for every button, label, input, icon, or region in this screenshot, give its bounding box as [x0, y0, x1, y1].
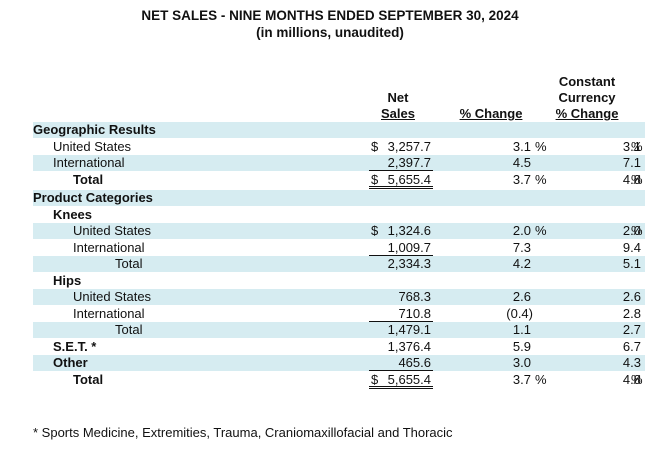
dollar-sign: $	[371, 223, 379, 238]
cc-change-value: 2.8	[622, 306, 641, 321]
row-label: Total	[73, 172, 104, 187]
cc-header-line3: % Change	[555, 106, 619, 121]
cc-change-value: 9.4	[622, 240, 641, 255]
table-row: International 1,009.7 7.3 9.4	[33, 240, 645, 256]
table-row: Hips	[33, 273, 645, 289]
net-sales-value: 2,397.7	[387, 155, 431, 170]
net-sales-value: 3,257.7	[387, 139, 431, 154]
change-value: 1.1	[512, 322, 531, 337]
cc-change-value: 3.1	[622, 139, 641, 154]
net-sales-value: 2,334.3	[387, 256, 431, 271]
dollar-sign: $	[371, 172, 379, 187]
subtotal-underline	[369, 355, 433, 371]
constant-currency-header: Constant Currency % Change	[540, 74, 634, 122]
row-label: United States	[73, 289, 152, 304]
table-row: S.E.T. * 1,376.4 5.9 6.7	[33, 339, 645, 355]
change-value: 3.1	[512, 139, 531, 154]
table-row: International 710.8 (0.4) 2.8	[33, 306, 645, 322]
net-sales-value: 768.3	[398, 289, 431, 304]
net-sales-value: 1,324.6	[387, 223, 431, 238]
dollar-sign: $	[371, 139, 379, 154]
percent-sign: %	[631, 172, 643, 187]
row-label: Other	[53, 355, 88, 370]
change-value: 2.6	[512, 289, 531, 304]
row-label: Product Categories	[33, 190, 153, 205]
subtotal-underline	[369, 240, 433, 256]
footnote: * Sports Medicine, Extremities, Trauma, …	[33, 425, 453, 440]
row-label: Hips	[53, 273, 82, 288]
change-header-text: % Change	[459, 106, 523, 121]
report-title: NET SALES - NINE MONTHS ENDED SEPTEMBER …	[141, 8, 519, 23]
table-row: Total 1,479.1 1.1 2.7	[33, 322, 645, 338]
net-sales-value: 1,376.4	[387, 339, 431, 354]
total-double-underline	[369, 172, 433, 189]
net-sales-header-line1: Net	[387, 90, 409, 105]
row-label: United States	[73, 223, 152, 238]
cc-change-value: 5.1	[622, 256, 641, 271]
subtotal-underline	[369, 306, 433, 322]
net-sales-header: Net Sales	[355, 90, 441, 122]
table-row: International 2,397.7 4.5 7.1	[33, 155, 645, 171]
change-value: 4.2	[512, 256, 531, 271]
cc-change-value: 4.3	[622, 355, 641, 370]
row-label: United States	[53, 139, 132, 154]
cc-change-value: 2.6	[622, 289, 641, 304]
net-sales-value: 5,655.4	[387, 172, 431, 187]
row-label: Knees	[53, 207, 93, 222]
report-subtitle: (in millions, unaudited)	[256, 25, 404, 40]
cc-header-line2: Currency	[558, 90, 616, 105]
percent-sign: %	[631, 223, 643, 238]
net-sales-header-line2: Sales	[381, 106, 415, 121]
percent-sign: %	[631, 139, 643, 154]
table-row: Product Categories	[33, 190, 645, 206]
change-value: 4.5	[512, 155, 531, 170]
row-label: Total	[73, 372, 104, 387]
change-value: 3.0	[512, 355, 531, 370]
table-row: United States $ 3,257.7 3.1 % 3.1 %	[33, 139, 645, 155]
cc-header-line1: Constant	[558, 74, 616, 89]
net-sales-value: 465.6	[398, 355, 431, 370]
percent-sign: %	[535, 172, 547, 187]
row-label: International	[73, 306, 145, 321]
change-value: 7.3	[512, 240, 531, 255]
net-sales-value: 1,479.1	[387, 322, 431, 337]
net-sales-value: 5,655.4	[387, 372, 431, 387]
row-label: S.E.T. *	[53, 339, 97, 354]
table-row: United States 768.3 2.6 2.6	[33, 289, 645, 305]
table-row: United States $ 1,324.6 2.0 % 2.0 %	[33, 223, 645, 239]
cc-change-value: 6.7	[622, 339, 641, 354]
change-value: 3.7	[512, 172, 531, 187]
change-value: 5.9	[512, 339, 531, 354]
row-label: Total	[115, 322, 143, 337]
table-row: Total 2,334.3 4.2 5.1	[33, 256, 645, 272]
table-row: Knees	[33, 207, 645, 223]
row-label: International	[73, 240, 145, 255]
row-label: International	[53, 155, 125, 170]
change-value: 2.0	[512, 223, 531, 238]
change-value: (0.4)	[506, 306, 533, 321]
dollar-sign: $	[371, 372, 379, 387]
total-double-underline	[369, 372, 433, 389]
table-row: Other 465.6 3.0 4.3	[33, 355, 645, 371]
percent-sign: %	[535, 372, 547, 387]
table-row: Total $ 5,655.4 3.7 % 4.8 %	[33, 372, 645, 389]
percent-sign: %	[535, 223, 547, 238]
cc-change-value: 2.0	[622, 223, 641, 238]
percent-sign: %	[631, 372, 643, 387]
net-sales-value: 1,009.7	[387, 240, 431, 255]
table-row: Geographic Results	[33, 122, 645, 138]
cc-change-value: 2.7	[622, 322, 641, 337]
cc-change-value: 4.8	[622, 172, 641, 187]
change-header: % Change	[448, 106, 534, 122]
cc-change-value: 7.1	[622, 155, 641, 170]
net-sales-value: 710.8	[398, 306, 431, 321]
percent-sign: %	[535, 139, 547, 154]
row-label: Geographic Results	[33, 122, 156, 137]
change-value: 3.7	[512, 372, 531, 387]
cc-change-value: 4.8	[622, 372, 641, 387]
row-label: Total	[115, 256, 143, 271]
subtotal-underline	[369, 155, 433, 171]
table-row: Total $ 5,655.4 3.7 % 4.8 %	[33, 172, 645, 189]
